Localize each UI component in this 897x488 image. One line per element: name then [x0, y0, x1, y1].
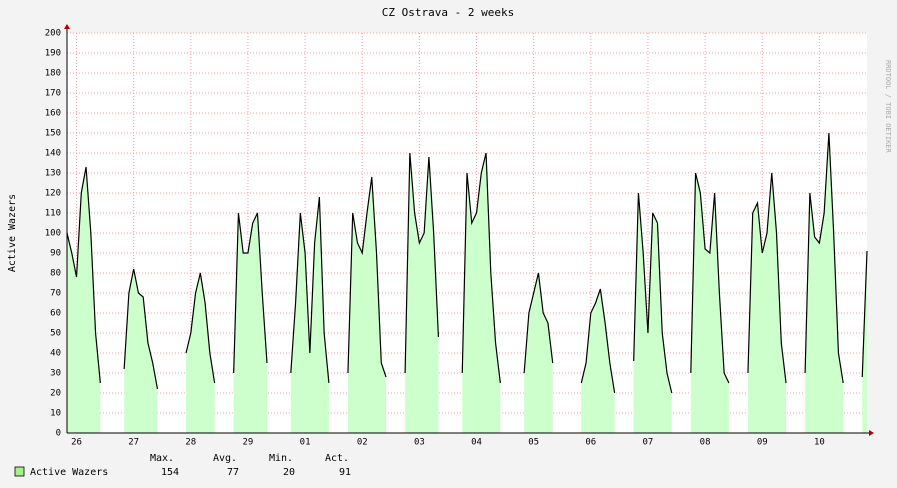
y-tick-label: 180 [45, 69, 61, 79]
y-tick-label: 100 [45, 229, 61, 239]
y-tick-label: 190 [45, 49, 61, 59]
y-tick-label: 90 [50, 249, 61, 259]
line [233, 212, 268, 374]
x-tick-label: 26 [71, 438, 82, 448]
line [747, 172, 787, 384]
line [404, 152, 440, 374]
y-tick-label: 30 [50, 369, 61, 379]
stat-header: Avg. [213, 453, 237, 464]
stat-value: 91 [339, 467, 351, 478]
y-tick-label: 60 [50, 309, 61, 319]
y-tick-label: 150 [45, 129, 61, 139]
stat-header: Max. [150, 453, 174, 464]
line [580, 288, 616, 394]
y-tick-label: 80 [50, 269, 61, 279]
x-arrow [869, 430, 874, 436]
area [347, 177, 387, 433]
stat-value: 20 [283, 467, 295, 478]
line [804, 132, 844, 384]
y-tick-label: 120 [45, 189, 61, 199]
area [690, 173, 729, 433]
stat-header: Act. [325, 453, 349, 464]
x-tick-label: 02 [357, 438, 368, 448]
line [347, 176, 387, 378]
stat-value: 77 [227, 467, 239, 478]
y-tick-label: 70 [50, 289, 61, 299]
line [523, 272, 554, 374]
line [461, 152, 501, 384]
stat-value: 154 [161, 467, 179, 478]
y-tick-label: 20 [50, 389, 61, 399]
x-tick-label: 10 [814, 438, 825, 448]
area [805, 133, 844, 433]
x-tick-label: 29 [243, 438, 254, 448]
y-tick-label: 140 [45, 149, 61, 159]
area [581, 289, 615, 433]
x-tick-label: 09 [757, 438, 768, 448]
area [405, 153, 439, 433]
area [67, 167, 101, 433]
line [290, 196, 330, 384]
y-axis-label: Active Wazers [7, 194, 18, 272]
legend-label: Active Wazers [30, 467, 108, 478]
chart-title: CZ Ostrava - 2 weeks [382, 6, 514, 19]
y-tick-label: 10 [50, 409, 61, 419]
line [185, 272, 216, 384]
x-tick-label: 06 [585, 438, 596, 448]
line [633, 192, 673, 394]
y-tick-label: 110 [45, 209, 61, 219]
x-tick-label: 04 [471, 438, 482, 448]
stat-header: Min. [269, 453, 293, 464]
area [290, 197, 329, 433]
y-tick-label: 0 [56, 429, 61, 439]
y-tick-label: 130 [45, 169, 61, 179]
area [524, 273, 553, 433]
line [66, 166, 101, 384]
x-tick-label: 28 [185, 438, 196, 448]
x-tick-label: 07 [643, 438, 654, 448]
x-tick-label: 03 [414, 438, 425, 448]
y-tick-label: 40 [50, 349, 61, 359]
x-tick-label: 05 [528, 438, 539, 448]
area [233, 213, 267, 433]
line [861, 250, 868, 378]
line [690, 172, 730, 384]
line [123, 268, 159, 390]
y-arrow [64, 24, 70, 29]
y-tick-label: 170 [45, 89, 61, 99]
y-tick-label: 200 [45, 29, 61, 39]
y-tick-label: 50 [50, 329, 61, 339]
area [124, 269, 158, 433]
x-tick-label: 01 [300, 438, 311, 448]
x-tick-label: 08 [700, 438, 711, 448]
legend-swatch [14, 466, 25, 477]
watermark: RRDTOOL / TOBI OETIKER [884, 60, 892, 154]
x-tick-label: 27 [128, 438, 139, 448]
y-tick-label: 160 [45, 109, 61, 119]
